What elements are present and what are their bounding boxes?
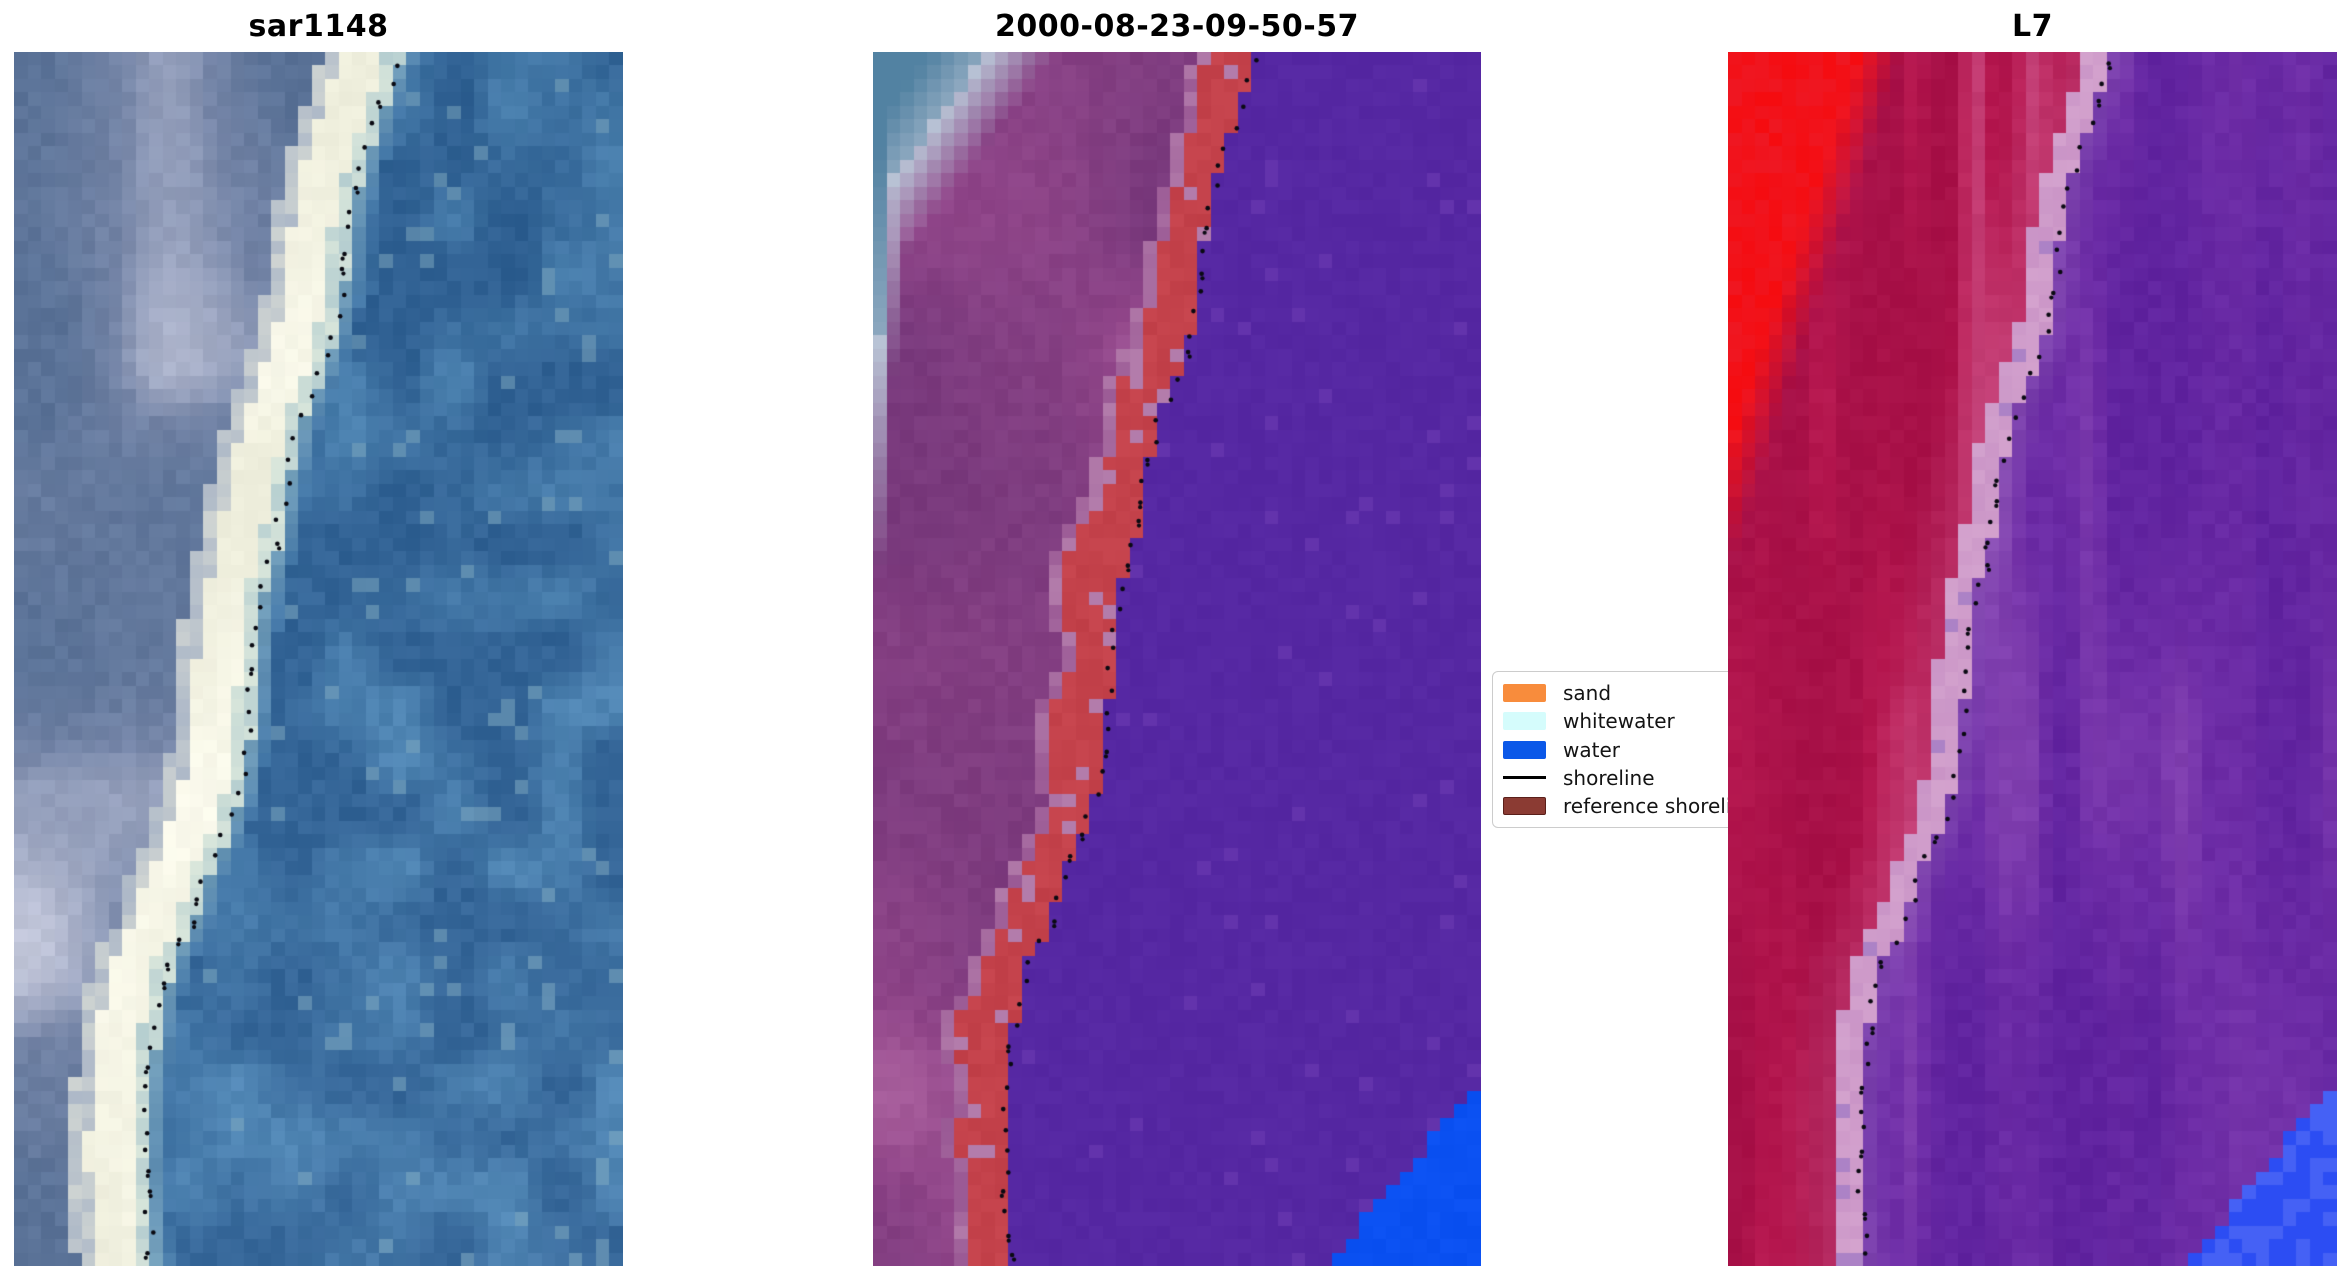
whitewater-swatch (1503, 712, 1546, 731)
panel-l7 (1728, 52, 2337, 1266)
reference-shoreline-swatch (1503, 796, 1546, 815)
legend: sand whitewater water shoreline referenc… (1492, 671, 1756, 828)
classified-image-canvas (873, 52, 1481, 1266)
water-swatch (1503, 740, 1546, 759)
l7-image-canvas (1728, 52, 2337, 1266)
sand-swatch (1503, 684, 1546, 703)
panel-title-l7: L7 (2012, 9, 2053, 44)
shoreline-line-sample (1503, 775, 1546, 780)
legend-item-shoreline: shoreline (1503, 764, 1737, 792)
legend-label-water: water (1563, 737, 1620, 762)
panel-title-sar1148: sar1148 (248, 9, 389, 44)
legend-label-whitewater: whitewater (1563, 709, 1675, 734)
legend-item-reference-shoreline: reference shoreline (1503, 792, 1756, 820)
panel-sar1148 (14, 52, 623, 1266)
panel-title-date: 2000-08-23-09-50-57 (995, 9, 1359, 44)
legend-label-reference-shoreline: reference shoreline (1563, 793, 1757, 818)
legend-item-sand: sand (1503, 679, 1737, 707)
legend-label-shoreline: shoreline (1563, 765, 1655, 790)
legend-item-whitewater: whitewater (1503, 707, 1737, 735)
legend-item-water: water (1503, 735, 1737, 763)
legend-label-sand: sand (1563, 681, 1612, 706)
panel-classified-scene (873, 52, 1481, 1266)
sar1148-image-canvas (14, 52, 623, 1266)
